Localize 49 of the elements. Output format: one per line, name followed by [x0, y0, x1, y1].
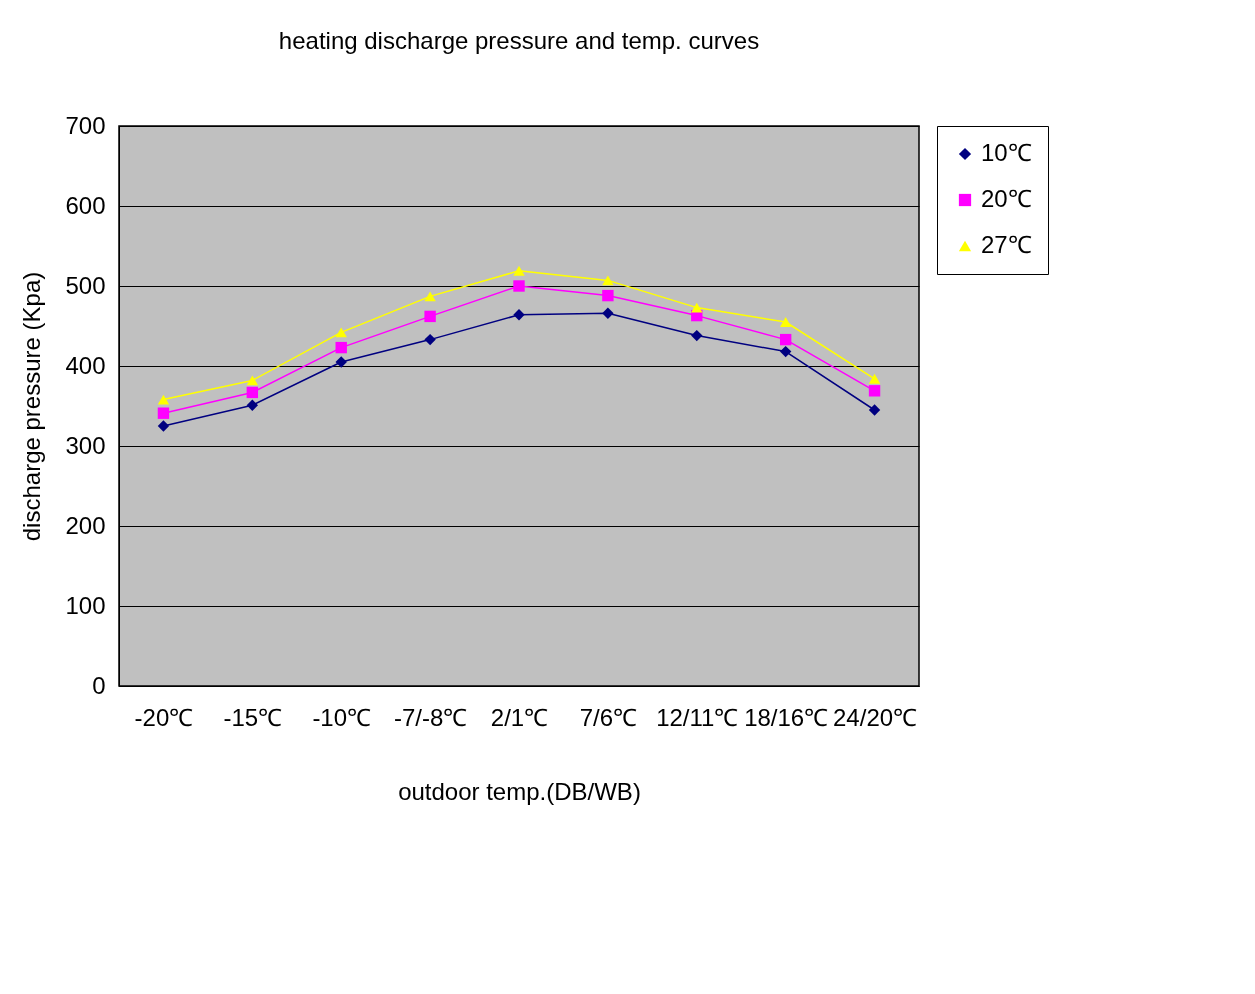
chart-title: heating discharge pressure and temp. curves	[278, 27, 760, 54]
y-tick-label: 400	[65, 351, 106, 379]
point	[246, 386, 259, 399]
point	[335, 341, 347, 354]
legend-label: 20℃	[981, 185, 1032, 212]
point	[691, 329, 703, 342]
point	[246, 375, 259, 386]
y-tick-label: 0	[92, 671, 106, 699]
point	[602, 307, 614, 319]
point	[335, 327, 347, 338]
point	[602, 289, 614, 302]
y-tick-label: 300	[65, 431, 106, 459]
point	[602, 275, 614, 286]
y-axis-title: discharge pressure (Kpa)	[18, 271, 46, 542]
point	[779, 333, 792, 346]
y-tick-label: 100	[65, 591, 106, 619]
y-tick-label: 600	[65, 191, 106, 219]
point	[868, 404, 881, 416]
point	[246, 399, 259, 411]
y-tick-label: 500	[65, 271, 106, 299]
point	[157, 394, 170, 405]
x-tick-label: -10℃	[312, 703, 372, 731]
point	[868, 385, 881, 397]
x-tick-label: -15℃	[223, 703, 283, 731]
point	[157, 407, 170, 419]
point	[335, 356, 347, 368]
point	[513, 265, 525, 276]
point	[157, 420, 170, 432]
x-axis-title: outdoor temp.(DB/WB)	[398, 777, 641, 805]
x-tick-label: -7/-8℃	[393, 703, 468, 731]
y-tick-label: 200	[65, 511, 106, 539]
legend-label: 10℃	[981, 139, 1032, 166]
point	[424, 291, 436, 302]
x-tick-label: 2/1℃	[490, 703, 549, 731]
x-tick-label: 18/16℃	[744, 703, 829, 731]
point	[513, 280, 525, 292]
x-tick-label: 7/6℃	[579, 703, 638, 731]
x-tick-label: -20℃	[134, 703, 194, 731]
x-tick-label: 12/11℃	[656, 703, 739, 731]
point	[424, 310, 436, 323]
x-tick-label: 24/20℃	[833, 703, 918, 731]
point	[779, 345, 792, 358]
legend-label: 27℃	[981, 231, 1032, 258]
point	[424, 333, 436, 346]
point	[868, 373, 881, 384]
point	[513, 309, 525, 321]
y-tick-label: 700	[65, 111, 106, 139]
point	[691, 302, 703, 313]
point	[779, 317, 792, 327]
